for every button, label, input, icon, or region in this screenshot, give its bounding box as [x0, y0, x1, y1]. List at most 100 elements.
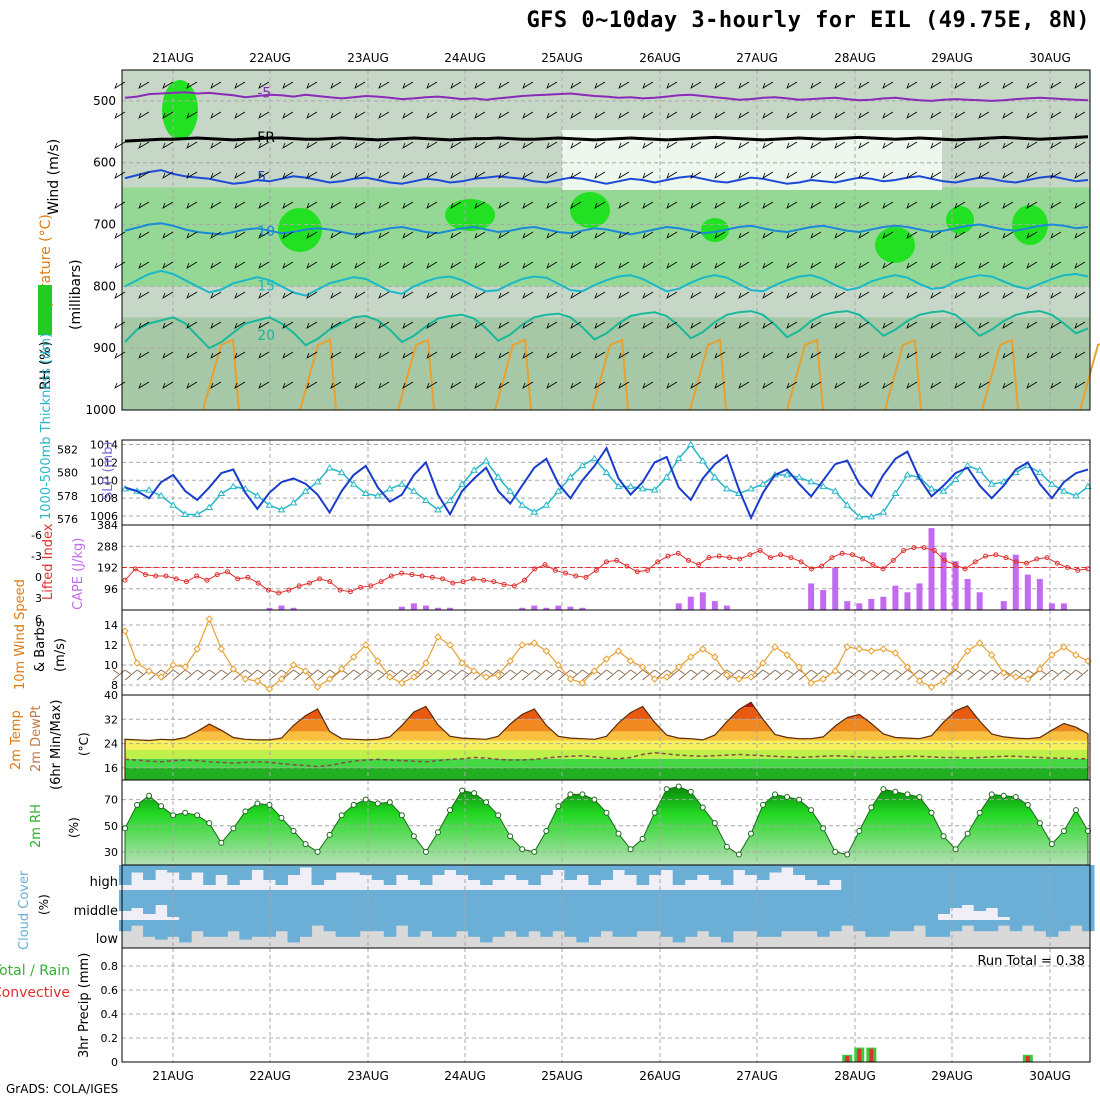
wind-barb	[858, 261, 870, 269]
cloud-bar-low	[997, 920, 1011, 926]
thickness-point	[951, 475, 960, 483]
wind-barb	[162, 321, 174, 329]
wind-speed-point	[975, 639, 984, 647]
wind-barb	[978, 231, 990, 239]
rh-high-patch	[701, 218, 729, 242]
rh-point	[844, 851, 851, 858]
thickness-point	[722, 484, 731, 492]
cloud-bar-high	[131, 865, 144, 873]
cloud-bar-high	[1057, 865, 1071, 890]
wind-barb	[306, 111, 318, 119]
wind-speed-point	[337, 665, 346, 673]
lifted-index-point	[511, 583, 517, 589]
precip-y-tick: 0.6	[101, 984, 119, 997]
wind-barb	[978, 201, 990, 209]
wind-barb	[1074, 291, 1086, 299]
wind-barb	[882, 141, 894, 149]
lifted-index-point	[481, 577, 487, 583]
wind-barb	[594, 141, 606, 149]
wind-barb	[978, 321, 990, 329]
wind-barb	[810, 321, 822, 329]
wind-barb	[594, 231, 606, 239]
wind-barb	[186, 201, 198, 209]
cloud-bar-high	[516, 865, 529, 880]
cape-bar	[964, 579, 971, 610]
rh-legend-swatch	[38, 285, 52, 335]
wind-barb	[690, 381, 702, 389]
rh-point	[892, 788, 899, 795]
wind-barb	[618, 231, 630, 239]
cape-bar	[699, 592, 706, 610]
wind-barb	[172, 669, 186, 681]
wind-barb	[474, 351, 486, 359]
wind-barb	[786, 351, 798, 359]
lifted-index-point	[542, 562, 548, 568]
wind-barb	[1026, 81, 1038, 89]
cloud-level-middle: middle	[74, 904, 118, 919]
wind-barb	[762, 141, 774, 149]
lifted-index-point	[942, 557, 948, 563]
thickness-point	[554, 487, 563, 494]
wind-barb	[978, 291, 990, 299]
thickness-point	[1072, 491, 1080, 499]
lifted-index-point	[870, 562, 876, 568]
wind-barb	[666, 291, 678, 299]
thickness-point	[819, 482, 828, 490]
wind-barb	[162, 351, 174, 359]
cloud-bar-high	[359, 865, 373, 875]
wind-barb	[546, 111, 558, 119]
wind-barb	[546, 81, 558, 89]
lifted-index-point	[399, 570, 405, 576]
cape-bar	[940, 552, 947, 610]
cloud-bar-high	[744, 865, 758, 875]
cloud-bar-low	[564, 920, 577, 937]
lifted-index-point	[972, 559, 978, 565]
cape-bar	[555, 605, 562, 610]
cloud-bar-low	[973, 920, 987, 932]
wind-barb	[726, 669, 740, 681]
rh-point	[796, 796, 803, 803]
cloud-bar-middle	[913, 890, 926, 920]
wind-speed-point	[927, 683, 936, 691]
cloud-bar-middle	[985, 890, 999, 908]
cloud-bar-low	[143, 920, 156, 937]
wind-barb	[210, 381, 222, 389]
thickness-point	[349, 480, 358, 487]
cloud-bar-middle	[443, 890, 457, 920]
wind-speed-point	[217, 645, 226, 653]
cloud-bar-middle	[431, 890, 445, 920]
cloud-bar-high	[853, 865, 866, 890]
wind-barb	[930, 351, 942, 359]
wind-barb	[858, 321, 870, 329]
cape-y-tick: 96	[104, 583, 118, 596]
rh-point	[988, 791, 995, 798]
wind-barb	[402, 351, 414, 359]
wind-barb	[978, 351, 990, 359]
wind-barb	[738, 261, 750, 269]
wind-barb	[1026, 171, 1038, 179]
cloud-bar-high	[431, 865, 445, 875]
lifted-index-point	[634, 569, 640, 575]
wind-barb	[1002, 141, 1014, 149]
cape-bar	[531, 605, 538, 610]
wind-barb	[1050, 171, 1062, 179]
lifted-index-point	[931, 548, 937, 553]
cape-bar	[808, 583, 815, 610]
wind-speed-point	[181, 663, 189, 671]
wind-barb	[221, 669, 234, 681]
lifted-index-point	[388, 573, 394, 579]
cloud-bar-low	[781, 920, 794, 932]
wind-barb	[1063, 669, 1077, 681]
rh-point	[663, 786, 670, 793]
cape-bar	[579, 607, 586, 610]
temp-contour-line	[689, 338, 727, 411]
wind-barb	[786, 261, 798, 269]
cloud-bar-middle	[901, 890, 914, 920]
cloud-bar-middle	[263, 890, 276, 920]
lifted-index-point	[429, 574, 435, 580]
cloud-bar-high	[215, 865, 228, 875]
cloud-bar-high	[395, 865, 409, 875]
cloud-bar-high	[443, 865, 457, 870]
wind-barb	[365, 669, 379, 681]
cloud-bar-high	[191, 865, 204, 873]
